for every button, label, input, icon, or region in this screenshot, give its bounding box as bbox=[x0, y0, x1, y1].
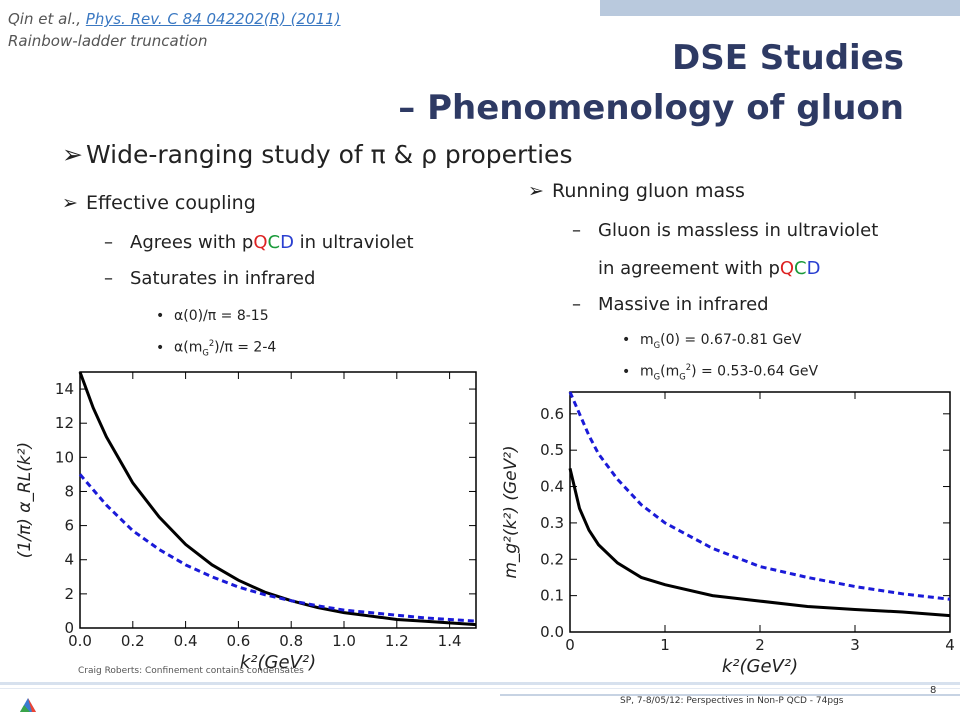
y-tick-label: 0.2 bbox=[540, 550, 564, 568]
agreement-pre: in agreement with p bbox=[598, 258, 780, 279]
mgm-mid: (m bbox=[660, 363, 680, 380]
footer-decoration bbox=[0, 682, 960, 712]
top-accent-bar bbox=[600, 0, 960, 16]
plot-frame bbox=[569, 391, 951, 633]
y-tick-label: 10 bbox=[55, 448, 74, 466]
sub-bullet-agreement: in agreement with pQCD bbox=[598, 258, 821, 279]
alpha0-text: α(0)/π = 8-15 bbox=[174, 308, 269, 324]
reference-block: Qin et al., Phys. Rev. C 84 042202(R) (2… bbox=[8, 8, 341, 52]
x-tick-label: 1.0 bbox=[332, 632, 356, 650]
y-axis-label: m_g²(k²) (GeV²) bbox=[501, 445, 521, 578]
x-tick-label: 1.4 bbox=[438, 632, 462, 650]
y-tick-label: 12 bbox=[55, 414, 74, 432]
x-tick-label: 0.6 bbox=[226, 632, 250, 650]
bullet-alpha0: • α(0)/π = 8-15 bbox=[156, 308, 269, 324]
agrees-text: Agrees with p bbox=[130, 232, 254, 253]
mgm-post: ) = 0.53-0.64 GeV bbox=[691, 363, 819, 380]
mgm-sup: 2 bbox=[685, 362, 692, 372]
x-tick-label: 0.0 bbox=[68, 632, 92, 650]
sub-bullet-saturates: – Saturates in infrared bbox=[104, 268, 316, 289]
y-tick-label: 0.3 bbox=[540, 514, 564, 532]
ref-author: Qin bbox=[8, 10, 34, 28]
mgm-pre: m bbox=[640, 363, 654, 380]
massless-text: Gluon is massless in ultraviolet bbox=[598, 220, 879, 241]
y-tick-label: 0 bbox=[64, 619, 74, 637]
d-letter: D bbox=[280, 232, 294, 253]
x-tick-label: 3 bbox=[850, 636, 860, 654]
ref-subtitle: Rainbow-ladder truncation bbox=[8, 32, 208, 50]
bullet-coupling-text: Effective coupling bbox=[86, 192, 256, 214]
x-tick-label: 4 bbox=[945, 636, 955, 654]
bullet-main-text: Wide-ranging study of π & ρ properties bbox=[86, 140, 573, 169]
x-tick-label: 2 bbox=[755, 636, 765, 654]
sub-bullet-massive: – Massive in infrared bbox=[572, 294, 769, 315]
y-tick-label: 0.5 bbox=[540, 441, 564, 459]
x-tick-label: 1 bbox=[660, 636, 670, 654]
alphaM-sub: G bbox=[202, 347, 209, 358]
bullet-coupling: ➢ Effective coupling bbox=[62, 192, 256, 214]
x-axis-label: k²(GeV²) bbox=[722, 656, 798, 677]
massive-text: Massive in infrared bbox=[598, 294, 769, 315]
footer-left-text: Craig Roberts: Confinement contains cond… bbox=[78, 666, 304, 676]
alphaM-sup: 2 bbox=[208, 338, 215, 348]
series-dashed-line bbox=[568, 391, 951, 601]
bullet-mgm: • mG(mG2) = 0.53-0.64 GeV bbox=[622, 362, 819, 382]
arrow-bullet-icon: ➢ bbox=[528, 180, 544, 202]
x-tick-label: 0 bbox=[565, 636, 575, 654]
y-tick-label: 8 bbox=[64, 482, 74, 500]
x-tick-label: 0.4 bbox=[174, 632, 198, 650]
arrow-bullet-icon: ➢ bbox=[62, 140, 83, 169]
ref-etal: et al., bbox=[33, 10, 86, 28]
y-tick-label: 0.4 bbox=[540, 478, 564, 496]
chart-effective-coupling: 0.0 0.2 0.4 0.6 0.8 1.0 1.2 1.4 0 2 4 6 8 10 12 14 k²(Ge… bbox=[0, 362, 500, 672]
series-solid-line bbox=[78, 371, 477, 627]
y-tick-label: 6 bbox=[64, 517, 74, 535]
bullet-running-text: Running gluon mass bbox=[552, 180, 745, 202]
alphaM-post: )/π = 2-4 bbox=[214, 339, 277, 356]
logo-icon bbox=[20, 698, 36, 712]
mgm-sub2: G bbox=[679, 371, 686, 382]
x-tick-label: 0.2 bbox=[121, 632, 145, 650]
x-tick-label: 1.2 bbox=[385, 632, 409, 650]
y-tick-label: 2 bbox=[64, 585, 74, 603]
ref-link[interactable]: Phys. Rev. C 84 042202(R) (2011) bbox=[85, 10, 341, 28]
sub-bullet-agrees: – Agrees with pQCD in ultraviolet bbox=[104, 232, 414, 253]
agrees-post: in ultraviolet bbox=[293, 232, 414, 253]
mg0-post: (0) = 0.67-0.81 GeV bbox=[660, 332, 802, 348]
bullet-mg0: • mG(0) = 0.67-0.81 GeV bbox=[622, 332, 802, 350]
c-letter: C bbox=[794, 258, 807, 279]
page-number: 8 bbox=[930, 685, 937, 696]
saturates-text: Saturates in infrared bbox=[130, 268, 316, 289]
y-tick-label: 14 bbox=[55, 380, 74, 398]
bullet-running: ➢ Running gluon mass bbox=[528, 180, 745, 202]
slide-title-line2: – Phenomenology of gluon bbox=[398, 88, 904, 128]
sub-bullet-massless: – Gluon is massless in ultraviolet bbox=[572, 220, 879, 241]
bullet-alphaM: • α(mG2)/π = 2-4 bbox=[156, 338, 277, 358]
footer-right-text: SP, 7-8/05/12: Perspectives in Non-P QCD… bbox=[620, 696, 844, 706]
q-letter: Q bbox=[779, 258, 795, 279]
arrow-bullet-icon: ➢ bbox=[62, 192, 78, 214]
x-tick-label: 0.8 bbox=[279, 632, 303, 650]
slide-title-line1: DSE Studies bbox=[671, 38, 904, 78]
alphaM-pre: α(m bbox=[174, 339, 203, 356]
y-tick-label: 4 bbox=[64, 551, 74, 569]
y-tick-label: 0.1 bbox=[540, 587, 564, 605]
x-axis-label: k²(GeV²) bbox=[240, 652, 316, 672]
q-letter: Q bbox=[253, 232, 268, 253]
plot-frame bbox=[79, 371, 477, 629]
series-dashed-line bbox=[78, 473, 477, 623]
mgm-sub: G bbox=[653, 371, 661, 382]
y-tick-label: 0.6 bbox=[540, 405, 564, 423]
c-letter: C bbox=[267, 232, 281, 253]
y-axis-label: (1/π) α_RL(k²) bbox=[15, 442, 35, 558]
series-solid-line bbox=[568, 468, 951, 618]
bullet-main: ➢ Wide-ranging study of π & ρ properties bbox=[62, 140, 572, 169]
d-letter: D bbox=[806, 258, 821, 279]
mg0-pre: m bbox=[640, 332, 654, 348]
y-tick-label: 0.0 bbox=[540, 623, 564, 641]
mg0-sub: G bbox=[653, 339, 661, 350]
chart-gluon-mass: 0 1 2 3 4 0.0 0.1 0.2 0.3 0.4 0.5 0.6 k²(GeV²) m_g²(k… bbox=[490, 384, 960, 684]
